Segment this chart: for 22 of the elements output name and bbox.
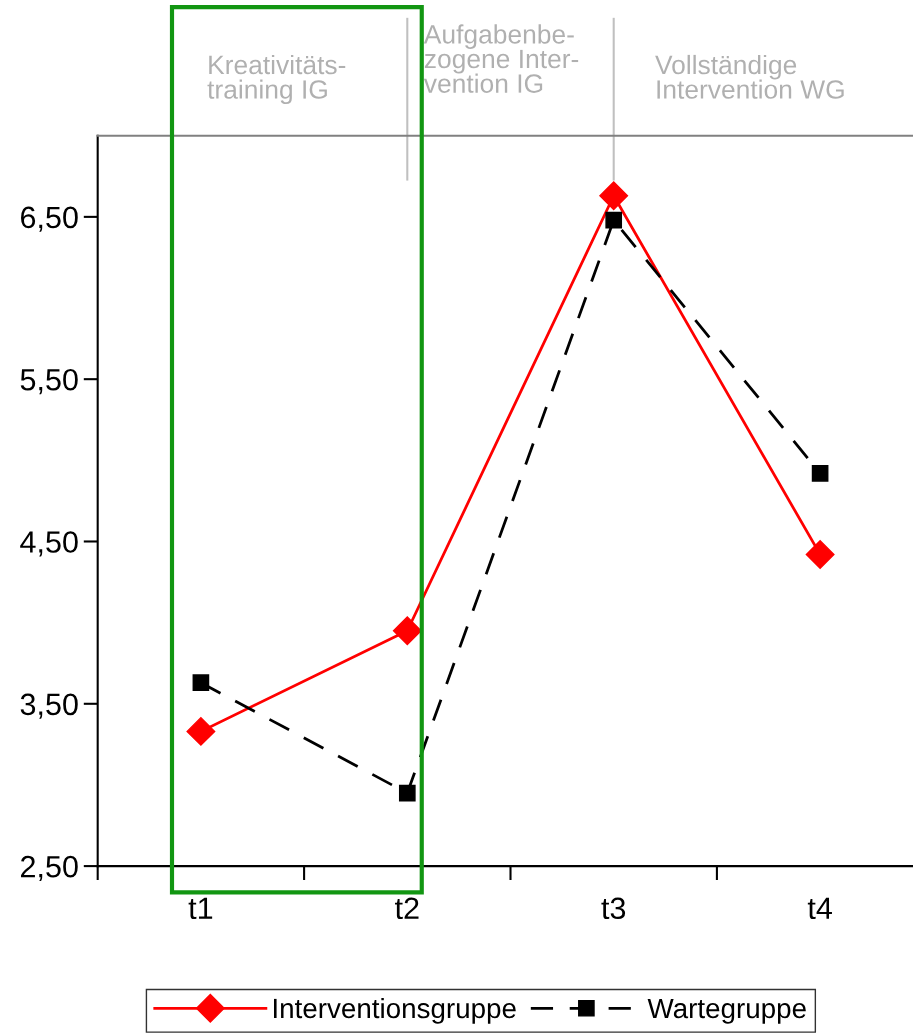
point bbox=[192, 674, 210, 692]
x-tick-label: t1 bbox=[188, 897, 213, 920]
text: Aufgabenbe- zogene Inter- vention IG bbox=[423, 24, 579, 93]
point bbox=[398, 784, 416, 802]
text: Vollständige Intervention WG bbox=[655, 54, 844, 99]
y-tick-label: 6,50 bbox=[21, 206, 78, 232]
text: Kreativitäts- training IG bbox=[207, 54, 346, 105]
y-tick-label: 2,50 bbox=[21, 855, 78, 882]
x-tick-label: t2 bbox=[395, 897, 419, 920]
point bbox=[186, 716, 216, 746]
point bbox=[392, 616, 422, 646]
point bbox=[605, 211, 623, 229]
point bbox=[599, 181, 629, 211]
legend-label: Interventionsgruppe bbox=[273, 997, 516, 1024]
point bbox=[811, 464, 829, 482]
x-tick-label: t4 bbox=[807, 897, 832, 920]
point bbox=[805, 540, 835, 569]
legend-label: Wartegruppe bbox=[647, 998, 806, 1024]
y-tick-label: 5,50 bbox=[20, 368, 78, 395]
x-tick-label: t3 bbox=[601, 897, 626, 920]
y-tick-label: 3,50 bbox=[20, 693, 78, 719]
y-tick-label: 4,50 bbox=[20, 531, 78, 557]
